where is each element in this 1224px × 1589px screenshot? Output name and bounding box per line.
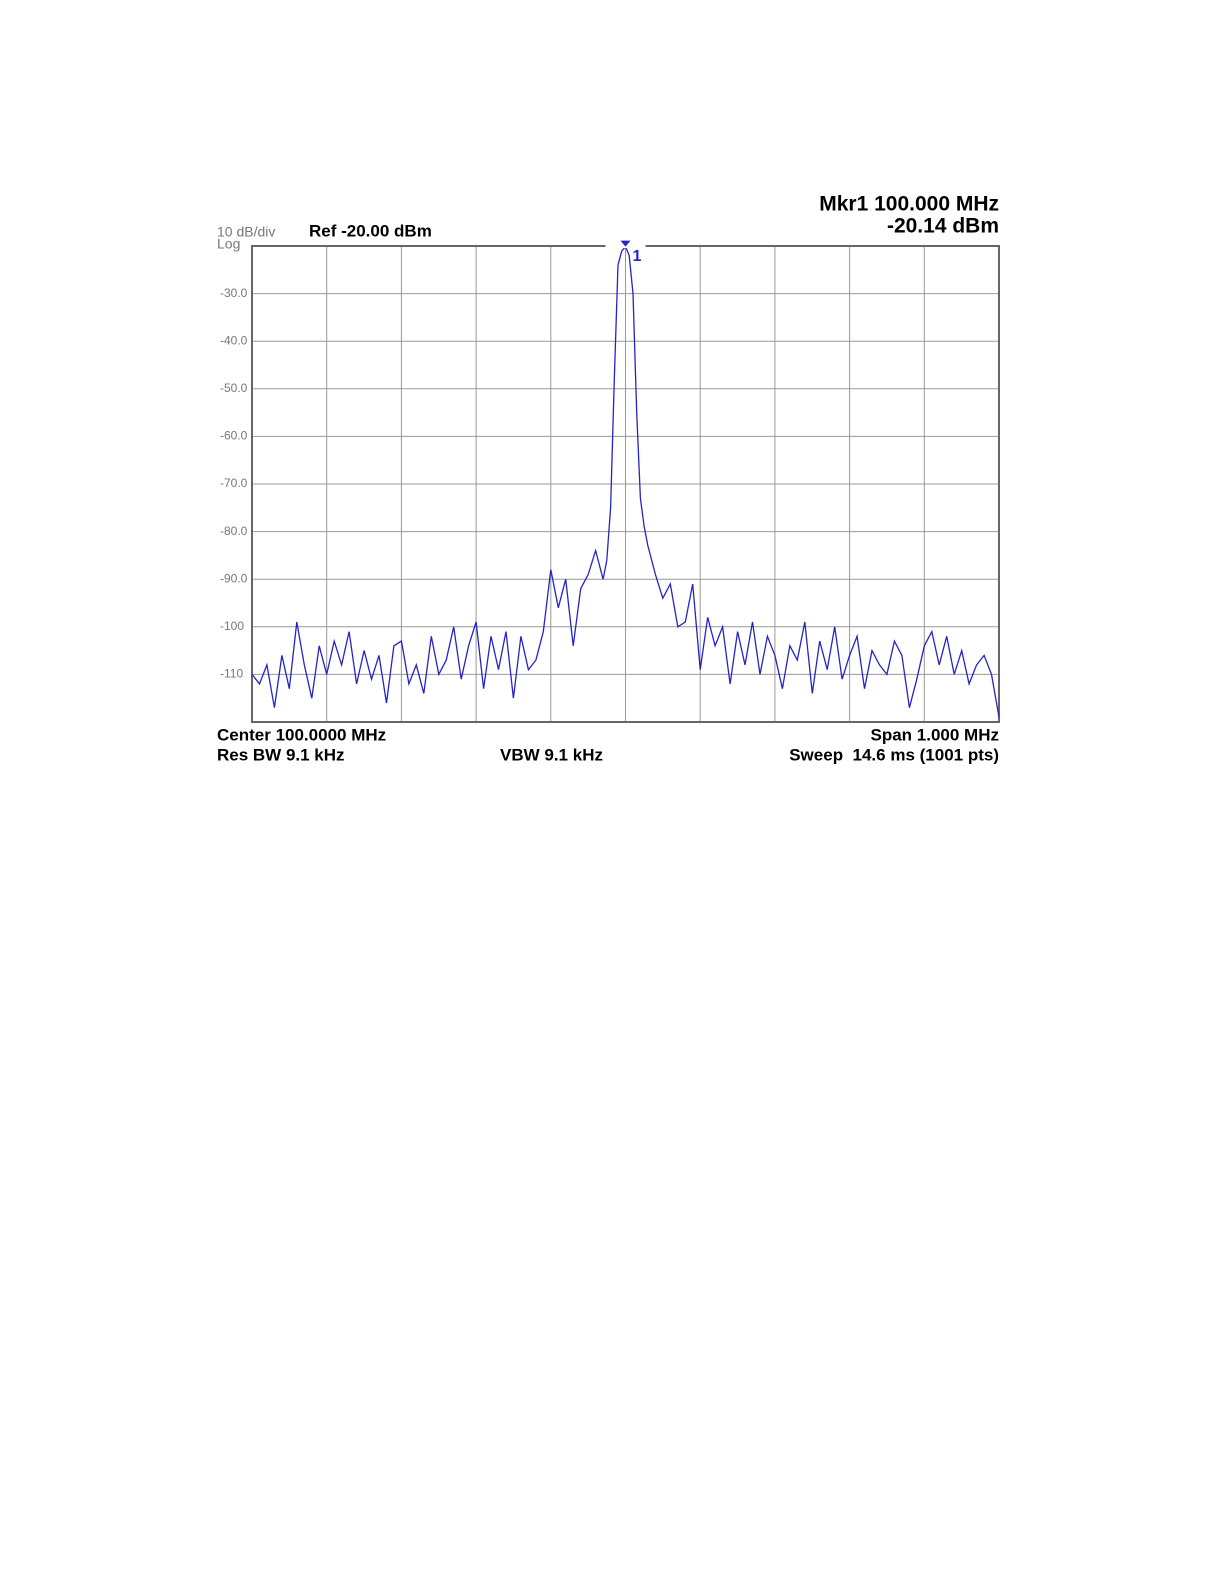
y-tick-label: -30.0 — [220, 286, 248, 300]
center-frequency: Center 100.0000 MHz — [217, 725, 386, 744]
plot-area: -30.0 -40.0 -50.0 -60.0 -70.0 -80.0 -90.0 -100 -… — [220, 240, 1000, 723]
y-tick-label: -110 — [220, 667, 243, 681]
scale-label: 10 dB/div — [217, 224, 275, 240]
marker-frequency: Mkr1 100.000 MHz — [819, 193, 999, 216]
y-tick-label: -80.0 — [220, 524, 248, 538]
reference-level: Ref -20.00 dBm — [309, 221, 432, 240]
y-tick-label: -60.0 — [220, 429, 248, 443]
y-tick-label: -100 — [220, 619, 244, 633]
y-tick-label: -40.0 — [220, 333, 248, 347]
scale-type: Log — [217, 236, 240, 252]
marker-label: 1 — [633, 248, 642, 265]
sweep: Sweep 14.6 ms (1001 pts) — [789, 745, 999, 764]
y-tick-label: -50.0 — [220, 381, 248, 395]
marker-level: -20.14 dBm — [887, 215, 999, 238]
video-bandwidth: VBW 9.1 kHz — [500, 745, 603, 764]
span: Span 1.000 MHz — [871, 725, 1000, 744]
resolution-bandwidth: Res BW 9.1 kHz — [217, 745, 345, 764]
y-tick-label: -90.0 — [220, 571, 248, 585]
marker — [620, 240, 631, 247]
y-tick-label: -70.0 — [220, 476, 248, 490]
